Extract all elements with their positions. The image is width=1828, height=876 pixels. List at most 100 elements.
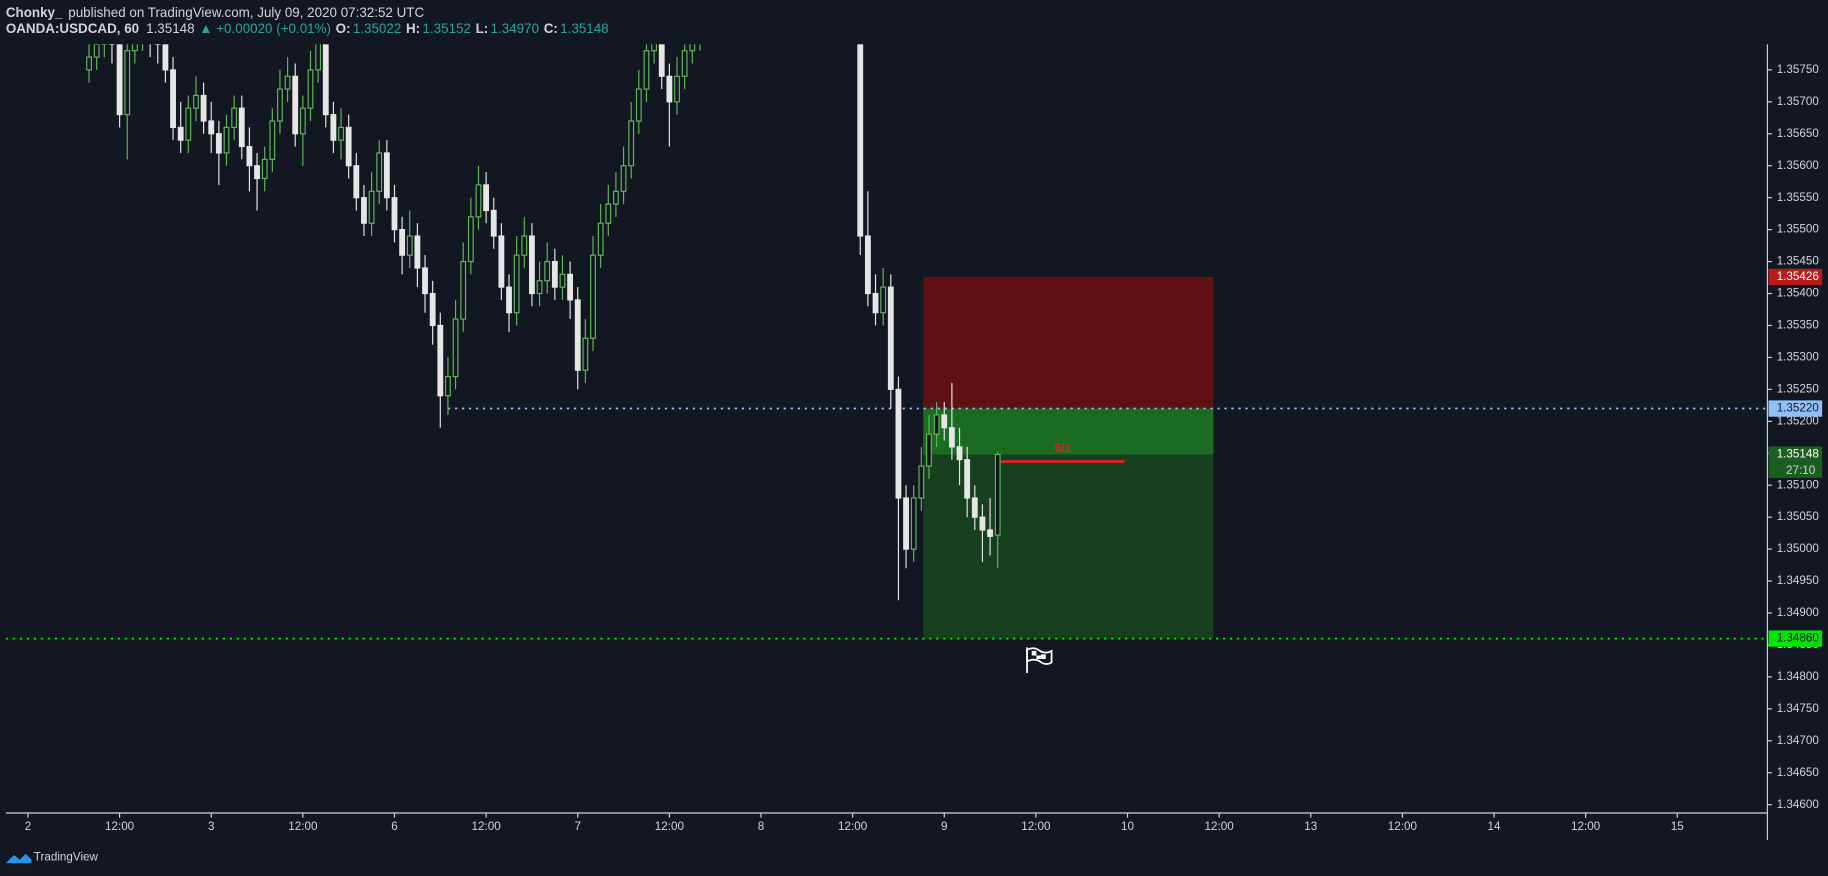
candle-body — [551, 260, 558, 288]
candle-body — [971, 497, 978, 518]
candle-body — [643, 50, 650, 90]
y-tick-label: 1.34750 — [1777, 702, 1820, 715]
candle-body — [658, 44, 665, 77]
price-tag — [1768, 630, 1823, 647]
x-tick-label: 12:00 — [1388, 820, 1418, 833]
candle-body — [101, 44, 108, 45]
candle-body — [422, 267, 428, 295]
ohlc-label: C: — [544, 21, 558, 36]
stop-zone — [923, 276, 1214, 409]
y-tick-label: 1.34800 — [1777, 670, 1820, 683]
price: 1.35148 — [146, 21, 194, 36]
x-tick-label: 8 — [758, 820, 764, 833]
x-tick-label: 12:00 — [1205, 820, 1235, 833]
candle-body — [597, 222, 604, 256]
candle-body — [292, 75, 299, 135]
candle-body — [948, 427, 955, 448]
candle-body — [330, 114, 337, 141]
y-tick-label: 1.34700 — [1777, 734, 1820, 747]
candle-body — [620, 165, 627, 192]
candle-body — [315, 44, 322, 71]
x-tick-label: 6 — [391, 820, 397, 833]
candle-body — [345, 126, 352, 167]
ohlc-label: O: — [336, 21, 351, 36]
candle-body — [177, 126, 184, 141]
candle-body — [880, 286, 887, 314]
candle-body — [872, 292, 879, 314]
x-tick-label: 2 — [25, 820, 31, 833]
x-tick-label: 10 — [1121, 820, 1134, 833]
candle-body — [269, 120, 276, 160]
candle-body — [223, 126, 230, 154]
candle-body — [635, 88, 642, 122]
candle-body — [582, 337, 589, 371]
open-profit-zone — [923, 408, 1214, 455]
candle-body — [429, 292, 436, 327]
candle-body — [215, 133, 222, 154]
y-tick-label: 1.34900 — [1777, 606, 1820, 619]
published: published on TradingView.com, July 09, 2… — [68, 4, 424, 19]
candle-body — [208, 120, 215, 135]
x-tick-label: 13 — [1304, 820, 1317, 833]
y-tick-label: 1.35050 — [1777, 510, 1820, 523]
candle-body — [559, 273, 566, 288]
candle-body — [307, 69, 314, 109]
price-tag-label: 1.34860 — [1777, 632, 1820, 645]
ohlc-value: 1.34970 — [491, 21, 539, 36]
candle-body — [475, 184, 482, 218]
candle-body — [887, 286, 894, 390]
change: ▲ +0.00020 (+0.01%) — [199, 21, 331, 36]
candle-body — [864, 235, 871, 295]
candle-body — [674, 75, 680, 103]
x-tick-label: 9 — [941, 820, 947, 833]
candle-body — [498, 235, 505, 288]
candle-body — [261, 158, 268, 180]
candle-body — [926, 433, 932, 467]
candle-body — [284, 75, 291, 90]
author: Chonky_ — [6, 4, 63, 19]
candle-body — [933, 414, 940, 435]
flag-icon — [1026, 647, 1053, 674]
y-tick-label: 1.35600 — [1777, 159, 1820, 172]
candle-body — [987, 529, 993, 537]
candle-body — [131, 44, 138, 52]
candle-body — [193, 94, 199, 109]
candle-body — [941, 414, 948, 429]
candle-body — [154, 44, 161, 45]
candle-body — [490, 209, 497, 237]
x-tick-label: 12:00 — [655, 820, 685, 833]
y-tick-label: 1.35000 — [1777, 542, 1820, 555]
candle-body — [918, 465, 925, 499]
candle-body — [483, 184, 490, 212]
y-tick-label: 1.35450 — [1777, 255, 1820, 268]
x-tick-label: 15 — [1671, 820, 1684, 833]
candle-body — [452, 318, 459, 378]
price-tag — [1768, 400, 1823, 417]
candle-body — [506, 286, 512, 314]
candle-body — [406, 235, 413, 256]
candle-body — [185, 107, 192, 141]
candle-body — [544, 260, 551, 282]
candle-body — [689, 44, 696, 52]
candle-body — [910, 497, 917, 550]
x-tick-label: 3 — [208, 820, 214, 833]
candle-body — [361, 197, 367, 224]
y-tick-label: 1.35700 — [1777, 95, 1820, 108]
candle-body — [437, 324, 444, 397]
candle-body — [666, 75, 673, 103]
candle-body — [277, 88, 283, 122]
candle-body — [651, 44, 658, 52]
candle-body — [903, 497, 909, 550]
candle-body — [322, 44, 329, 116]
ohlc-value: 1.35152 — [422, 21, 470, 36]
y-tick-label: 1.35300 — [1777, 350, 1820, 363]
candle-body — [391, 197, 398, 231]
candle-body — [567, 273, 574, 301]
y-tick-label: 1.35500 — [1777, 223, 1820, 236]
x-tick-label: 7 — [574, 820, 580, 833]
brand: TradingView — [34, 850, 99, 863]
candle-body — [246, 145, 253, 167]
candle-body — [231, 107, 238, 128]
